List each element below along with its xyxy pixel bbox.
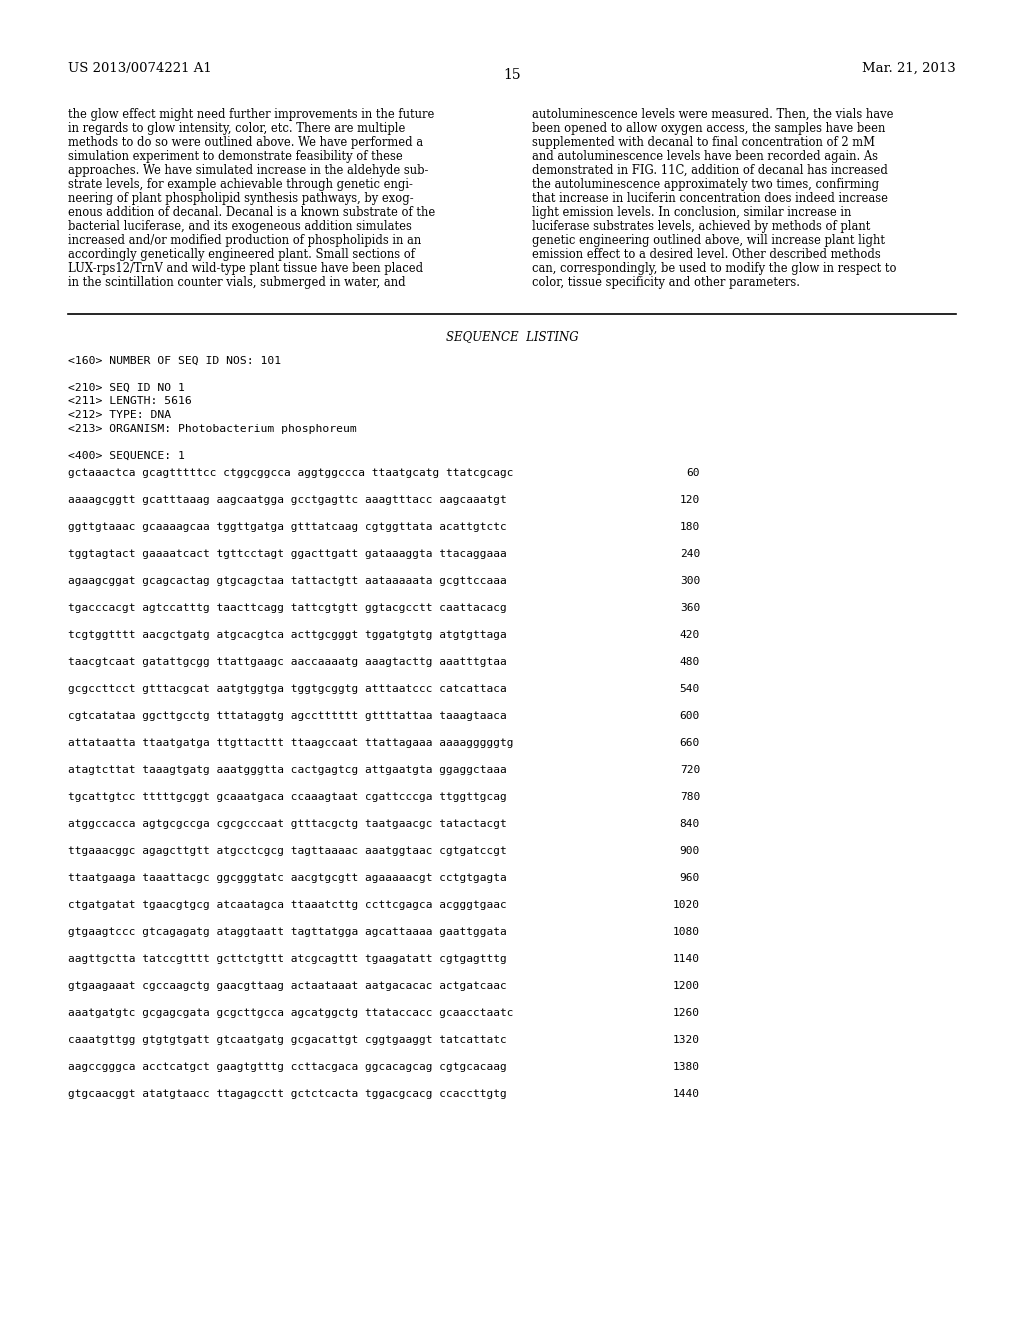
Text: aaaagcggtt gcatttaaag aagcaatgga gcctgagttc aaagtttacc aagcaaatgt: aaaagcggtt gcatttaaag aagcaatgga gcctgag…	[68, 495, 507, 506]
Text: 60: 60	[686, 469, 700, 478]
Text: 660: 660	[680, 738, 700, 748]
Text: can, correspondingly, be used to modify the glow in respect to: can, correspondingly, be used to modify …	[532, 261, 896, 275]
Text: aagccgggca acctcatgct gaagtgtttg ccttacgaca ggcacagcag cgtgcacaag: aagccgggca acctcatgct gaagtgtttg ccttacg…	[68, 1063, 507, 1072]
Text: demonstrated in FIG. 11C, addition of decanal has increased: demonstrated in FIG. 11C, addition of de…	[532, 164, 888, 177]
Text: 1380: 1380	[673, 1063, 700, 1072]
Text: ttaatgaaga taaattacgc ggcgggtatc aacgtgcgtt agaaaaacgt cctgtgagta: ttaatgaaga taaattacgc ggcgggtatc aacgtgc…	[68, 873, 507, 883]
Text: 1320: 1320	[673, 1035, 700, 1045]
Text: bacterial luciferase, and its exogeneous addition simulates: bacterial luciferase, and its exogeneous…	[68, 220, 412, 234]
Text: increased and/or modified production of phospholipids in an: increased and/or modified production of …	[68, 234, 421, 247]
Text: in regards to glow intensity, color, etc. There are multiple: in regards to glow intensity, color, etc…	[68, 121, 406, 135]
Text: been opened to allow oxygen access, the samples have been: been opened to allow oxygen access, the …	[532, 121, 886, 135]
Text: neering of plant phospholipid synthesis pathways, by exog-: neering of plant phospholipid synthesis …	[68, 191, 414, 205]
Text: gtgcaacggt atatgtaacc ttagagcctt gctctcacta tggacgcacg ccaccttgtg: gtgcaacggt atatgtaacc ttagagcctt gctctca…	[68, 1089, 507, 1100]
Text: 600: 600	[680, 711, 700, 721]
Text: that increase in luciferin concentration does indeed increase: that increase in luciferin concentration…	[532, 191, 888, 205]
Text: tgcattgtcc tttttgcggt gcaaatgaca ccaaagtaat cgattcccga ttggttgcag: tgcattgtcc tttttgcggt gcaaatgaca ccaaagt…	[68, 792, 507, 803]
Text: the glow effect might need further improvements in the future: the glow effect might need further impro…	[68, 108, 434, 121]
Text: <400> SEQUENCE: 1: <400> SEQUENCE: 1	[68, 450, 185, 461]
Text: ggttgtaaac gcaaaagcaa tggttgatga gtttatcaag cgtggttata acattgtctc: ggttgtaaac gcaaaagcaa tggttgatga gtttatc…	[68, 521, 507, 532]
Text: gcgccttcct gtttacgcat aatgtggtga tggtgcggtg atttaatccc catcattaca: gcgccttcct gtttacgcat aatgtggtga tggtgcg…	[68, 684, 507, 694]
Text: 180: 180	[680, 521, 700, 532]
Text: autoluminescence levels were measured. Then, the vials have: autoluminescence levels were measured. T…	[532, 108, 894, 121]
Text: 1200: 1200	[673, 981, 700, 991]
Text: light emission levels. In conclusion, similar increase in: light emission levels. In conclusion, si…	[532, 206, 851, 219]
Text: gtgaagtccc gtcagagatg ataggtaatt tagttatgga agcattaaaa gaattggata: gtgaagtccc gtcagagatg ataggtaatt tagttat…	[68, 927, 507, 937]
Text: genetic engineering outlined above, will increase plant light: genetic engineering outlined above, will…	[532, 234, 885, 247]
Text: 1080: 1080	[673, 927, 700, 937]
Text: color, tissue specificity and other parameters.: color, tissue specificity and other para…	[532, 276, 800, 289]
Text: 780: 780	[680, 792, 700, 803]
Text: 900: 900	[680, 846, 700, 855]
Text: atggccacca agtgcgccga cgcgcccaat gtttacgctg taatgaacgc tatactacgt: atggccacca agtgcgccga cgcgcccaat gtttacg…	[68, 818, 507, 829]
Text: 300: 300	[680, 576, 700, 586]
Text: <211> LENGTH: 5616: <211> LENGTH: 5616	[68, 396, 191, 407]
Text: <212> TYPE: DNA: <212> TYPE: DNA	[68, 411, 171, 420]
Text: US 2013/0074221 A1: US 2013/0074221 A1	[68, 62, 212, 75]
Text: gctaaactca gcagtttttcc ctggcggcca aggtggccca ttaatgcatg ttatcgcagc: gctaaactca gcagtttttcc ctggcggcca aggtgg…	[68, 469, 513, 478]
Text: tgacccacgt agtccatttg taacttcagg tattcgtgtt ggtacgcctt caattacacg: tgacccacgt agtccatttg taacttcagg tattcgt…	[68, 603, 507, 612]
Text: supplemented with decanal to final concentration of 2 mM: supplemented with decanal to final conce…	[532, 136, 874, 149]
Text: tggtagtact gaaaatcact tgttcctagt ggacttgatt gataaaggta ttacaggaaa: tggtagtact gaaaatcact tgttcctagt ggacttg…	[68, 549, 507, 558]
Text: 720: 720	[680, 766, 700, 775]
Text: luciferase substrates levels, achieved by methods of plant: luciferase substrates levels, achieved b…	[532, 220, 870, 234]
Text: aaatgatgtc gcgagcgata gcgcttgcca agcatggctg ttataccacc gcaacctaatc: aaatgatgtc gcgagcgata gcgcttgcca agcatgg…	[68, 1008, 513, 1018]
Text: <213> ORGANISM: Photobacterium phosphoreum: <213> ORGANISM: Photobacterium phosphore…	[68, 424, 356, 433]
Text: 1440: 1440	[673, 1089, 700, 1100]
Text: SEQUENCE  LISTING: SEQUENCE LISTING	[445, 330, 579, 343]
Text: enous addition of decanal. Decanal is a known substrate of the: enous addition of decanal. Decanal is a …	[68, 206, 435, 219]
Text: attataatta ttaatgatga ttgttacttt ttaagccaat ttattagaaa aaaagggggtg: attataatta ttaatgatga ttgttacttt ttaagcc…	[68, 738, 513, 748]
Text: approaches. We have simulated increase in the aldehyde sub-: approaches. We have simulated increase i…	[68, 164, 428, 177]
Text: in the scintillation counter vials, submerged in water, and: in the scintillation counter vials, subm…	[68, 276, 406, 289]
Text: 120: 120	[680, 495, 700, 506]
Text: 1140: 1140	[673, 954, 700, 964]
Text: accordingly genetically engineered plant. Small sections of: accordingly genetically engineered plant…	[68, 248, 415, 261]
Text: atagtcttat taaagtgatg aaatgggtta cactgagtcg attgaatgta ggaggctaaa: atagtcttat taaagtgatg aaatgggtta cactgag…	[68, 766, 507, 775]
Text: 420: 420	[680, 630, 700, 640]
Text: 840: 840	[680, 818, 700, 829]
Text: 480: 480	[680, 657, 700, 667]
Text: and autoluminescence levels have been recorded again. As: and autoluminescence levels have been re…	[532, 150, 878, 162]
Text: agaagcggat gcagcactag gtgcagctaa tattactgtt aataaaaata gcgttccaaa: agaagcggat gcagcactag gtgcagctaa tattact…	[68, 576, 507, 586]
Text: 240: 240	[680, 549, 700, 558]
Text: caaatgttgg gtgtgtgatt gtcaatgatg gcgacattgt cggtgaaggt tatcattatc: caaatgttgg gtgtgtgatt gtcaatgatg gcgacat…	[68, 1035, 507, 1045]
Text: ctgatgatat tgaacgtgcg atcaatagca ttaaatcttg ccttcgagca acgggtgaac: ctgatgatat tgaacgtgcg atcaatagca ttaaatc…	[68, 900, 507, 909]
Text: tcgtggtttt aacgctgatg atgcacgtca acttgcgggt tggatgtgtg atgtgttaga: tcgtggtttt aacgctgatg atgcacgtca acttgcg…	[68, 630, 507, 640]
Text: Mar. 21, 2013: Mar. 21, 2013	[862, 62, 956, 75]
Text: simulation experiment to demonstrate feasibility of these: simulation experiment to demonstrate fea…	[68, 150, 402, 162]
Text: 1020: 1020	[673, 900, 700, 909]
Text: emission effect to a desired level. Other described methods: emission effect to a desired level. Othe…	[532, 248, 881, 261]
Text: aagttgctta tatccgtttt gcttctgttt atcgcagttt tgaagatatt cgtgagtttg: aagttgctta tatccgtttt gcttctgttt atcgcag…	[68, 954, 507, 964]
Text: 960: 960	[680, 873, 700, 883]
Text: 360: 360	[680, 603, 700, 612]
Text: cgtcatataa ggcttgcctg tttataggtg agcctttttt gttttattaa taaagtaaca: cgtcatataa ggcttgcctg tttataggtg agccttt…	[68, 711, 507, 721]
Text: strate levels, for example achievable through genetic engi-: strate levels, for example achievable th…	[68, 178, 413, 191]
Text: gtgaagaaat cgccaagctg gaacgttaag actaataaat aatgacacac actgatcaac: gtgaagaaat cgccaagctg gaacgttaag actaata…	[68, 981, 507, 991]
Text: LUX-rps12/TrnV and wild-type plant tissue have been placed: LUX-rps12/TrnV and wild-type plant tissu…	[68, 261, 423, 275]
Text: ttgaaacggc agagcttgtt atgcctcgcg tagttaaaac aaatggtaac cgtgatccgt: ttgaaacggc agagcttgtt atgcctcgcg tagttaa…	[68, 846, 507, 855]
Text: methods to do so were outlined above. We have performed a: methods to do so were outlined above. We…	[68, 136, 423, 149]
Text: 15: 15	[503, 69, 521, 82]
Text: 1260: 1260	[673, 1008, 700, 1018]
Text: 540: 540	[680, 684, 700, 694]
Text: taacgtcaat gatattgcgg ttattgaagc aaccaaaatg aaagtacttg aaatttgtaa: taacgtcaat gatattgcgg ttattgaagc aaccaaa…	[68, 657, 507, 667]
Text: <160> NUMBER OF SEQ ID NOS: 101: <160> NUMBER OF SEQ ID NOS: 101	[68, 356, 282, 366]
Text: the autoluminescence approximately two times, confirming: the autoluminescence approximately two t…	[532, 178, 880, 191]
Text: <210> SEQ ID NO 1: <210> SEQ ID NO 1	[68, 383, 185, 393]
